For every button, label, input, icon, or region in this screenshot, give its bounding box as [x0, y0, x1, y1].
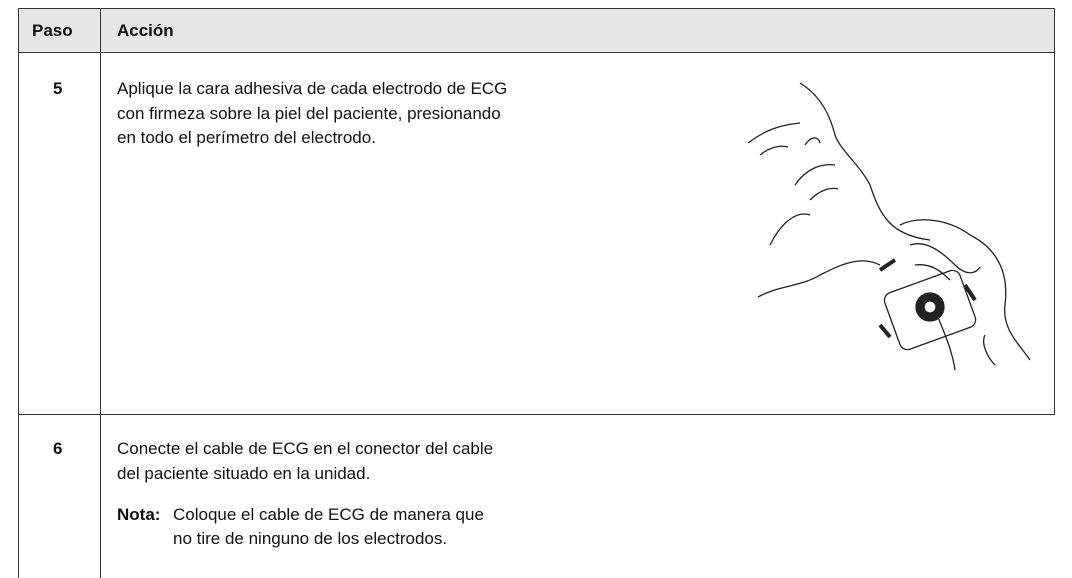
header-cell: Paso — [32, 21, 73, 40]
step-number: 5 — [53, 79, 63, 98]
border — [18, 8, 1055, 9]
text-line: con firmeza sobre la piel del paciente, … — [117, 104, 501, 123]
border — [1054, 8, 1055, 415]
note-line: no tire de ninguno de los electrodos. — [173, 529, 448, 548]
header-bg — [18, 8, 1054, 52]
text-line: Conecte el cable de ECG en el conector d… — [117, 439, 494, 458]
border — [100, 8, 101, 578]
header-cell: Acción — [117, 21, 174, 40]
text-line: del paciente situado en la unidad. — [117, 464, 371, 483]
border — [18, 52, 1055, 53]
text-line: Aplique la cara adhesiva de cada electro… — [117, 79, 508, 98]
text-line: en todo el perímetro del electrodo. — [117, 128, 376, 147]
illustration — [747, 82, 1031, 371]
border — [18, 8, 19, 578]
note-line: Coloque el cable de ECG de manera que — [173, 505, 484, 524]
step-number: 6 — [53, 439, 63, 458]
border — [18, 414, 1055, 415]
note-label: Nota: — [117, 505, 161, 524]
